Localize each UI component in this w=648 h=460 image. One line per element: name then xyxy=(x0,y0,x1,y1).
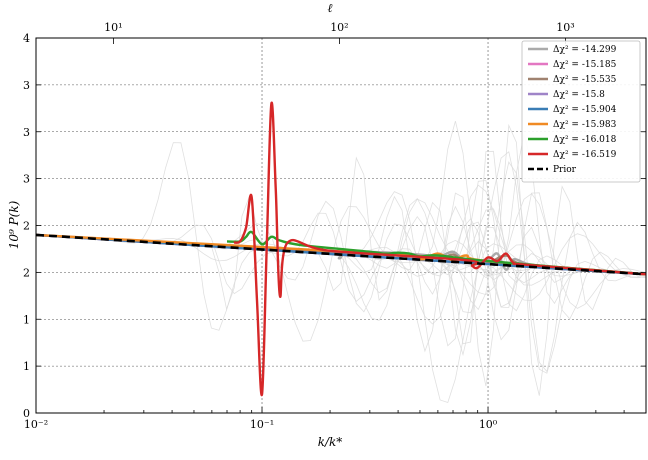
y-tick-label: 1 xyxy=(23,313,30,326)
series-line xyxy=(233,101,646,397)
legend-label: Δχ² = -15.535 xyxy=(553,75,617,85)
ticks: 0 1 1 2 2 3 3 3 4 10⁻² 10⁻¹ 10⁰ 10¹ 10² 10³ xyxy=(23,21,647,431)
y-tick-label: 3 xyxy=(23,173,30,186)
y-tick-label: 2 xyxy=(23,266,30,279)
x-tick-label: 10⁻² xyxy=(24,418,48,431)
series-line xyxy=(226,230,646,276)
prior-line xyxy=(36,233,646,276)
legend: Δχ² = -14.299 Δχ² = -15.185 Δχ² = -15.535 Δ… xyxy=(521,40,641,183)
legend-box xyxy=(521,40,641,183)
y-tick-label: 4 xyxy=(23,32,30,45)
legend-label: Δχ² = -14.299 xyxy=(553,45,617,55)
top-tick-label: 10¹ xyxy=(104,21,122,34)
legend-label: Δχ² = -15.8 xyxy=(553,90,605,100)
legend-label: Δχ² = -16.519 xyxy=(553,150,617,160)
legend-label: Prior xyxy=(553,165,577,175)
x-tick-label: 10⁰ xyxy=(479,418,498,431)
legend-label: Δχ² = -15.904 xyxy=(553,105,617,115)
legend-label: Δχ² = -16.018 xyxy=(553,135,617,145)
x-axis-label: k/k* xyxy=(318,435,343,449)
y-tick-label: 2 xyxy=(23,220,30,233)
series-layer xyxy=(36,101,646,397)
top-tick-label: 10² xyxy=(330,21,348,34)
y-tick-label: 3 xyxy=(23,79,30,92)
y-tick-label: 3 xyxy=(23,126,30,139)
legend-label: Δχ² = -15.185 xyxy=(553,60,617,70)
y-tick-label: 0 xyxy=(23,407,30,420)
top-axis-label: ℓ xyxy=(328,1,333,15)
legend-label: Δχ² = -15.983 xyxy=(553,120,617,130)
y-tick-label: 1 xyxy=(23,360,30,373)
y-axis-label: 10⁹ P(k) xyxy=(7,200,21,249)
x-tick-label: 10⁻¹ xyxy=(250,418,274,431)
top-tick-label: 10³ xyxy=(556,21,574,34)
